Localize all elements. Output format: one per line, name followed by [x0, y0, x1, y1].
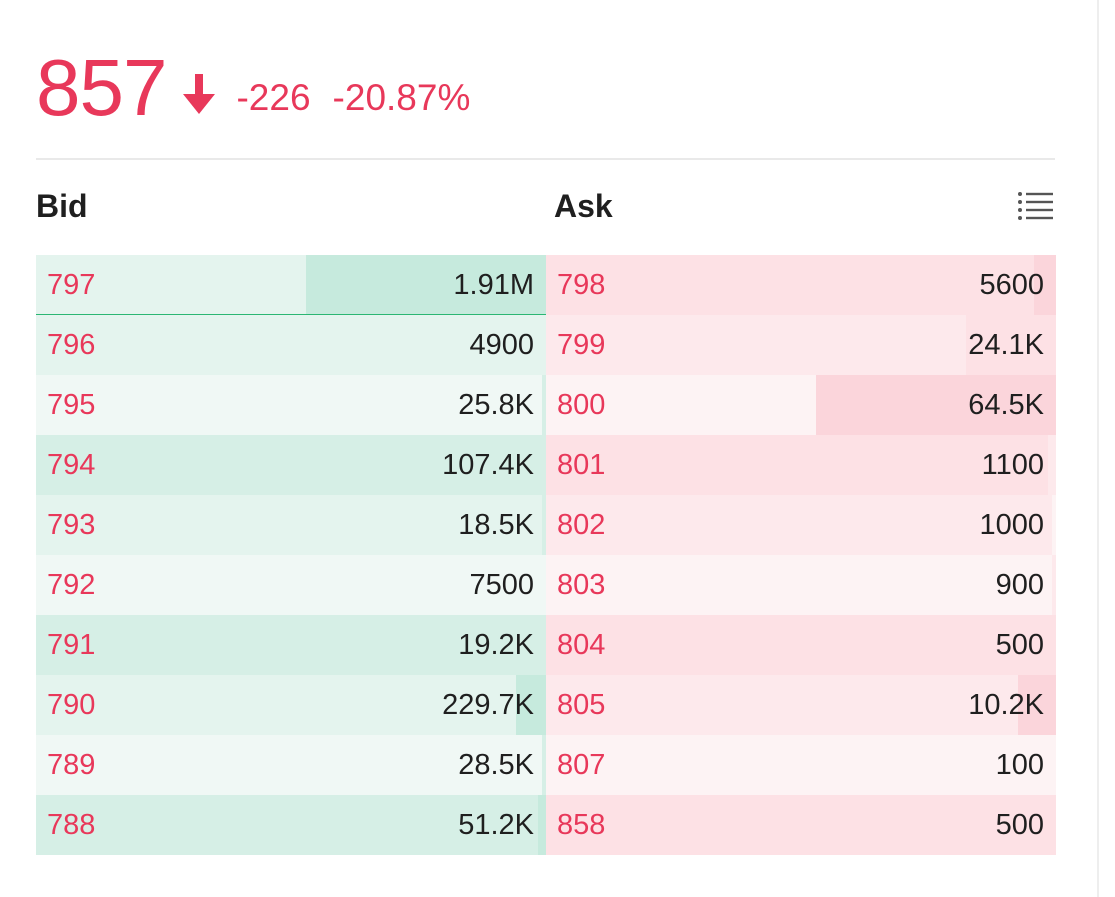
ask-price: 803 — [557, 569, 606, 601]
ask-cell[interactable]: 798 5600 — [546, 255, 1056, 315]
price-change: -226 — [236, 77, 311, 118]
order-book: 797 1.91M 798 5600 796 4900 799 24.1K 795 25.8K 80… — [36, 255, 1056, 855]
bid-price: 796 — [47, 329, 96, 361]
ask-volume: 10.2K — [968, 689, 1044, 721]
bid-volume: 229.7K — [442, 689, 534, 721]
ask-price: 800 — [557, 389, 606, 421]
bid-volume: 7500 — [469, 569, 534, 601]
ask-depth-bar — [1018, 675, 1056, 735]
ask-cell[interactable]: 858 500 — [546, 795, 1056, 855]
ask-cell[interactable]: 800 64.5K — [546, 375, 1056, 435]
bid-cell[interactable]: 793 18.5K — [36, 495, 546, 555]
bid-volume: 28.5K — [458, 749, 534, 781]
order-book-row: 793 18.5K 802 1000 — [36, 495, 1056, 555]
ask-volume: 500 — [995, 809, 1044, 841]
ask-volume: 500 — [995, 629, 1044, 661]
bid-header: Bid — [36, 188, 88, 224]
arrow-down-icon — [183, 74, 216, 114]
ask-price: 858 — [557, 809, 606, 841]
order-book-row: 797 1.91M 798 5600 — [36, 255, 1056, 315]
last-price: 857 — [36, 43, 167, 132]
ask-cell[interactable]: 807 100 — [546, 735, 1056, 795]
ask-depth-bar — [1034, 255, 1056, 315]
ask-cell[interactable]: 801 1100 — [546, 435, 1056, 495]
ask-cell[interactable]: 802 1000 — [546, 495, 1056, 555]
ask-price: 804 — [557, 629, 606, 661]
bid-depth-bar — [516, 675, 546, 735]
order-book-row: 790 229.7K 805 10.2K — [36, 675, 1056, 735]
bid-price: 795 — [47, 389, 96, 421]
order-book-row: 792 7500 803 900 — [36, 555, 1056, 615]
bid-volume: 25.8K — [458, 389, 534, 421]
bid-depth-bar — [306, 255, 546, 315]
bid-cell[interactable]: 792 7500 — [36, 555, 546, 615]
price-change-percent: -20.87% — [332, 77, 471, 118]
bid-price: 793 — [47, 509, 96, 541]
quote-header: 857 -226 -20.87% — [36, 38, 470, 128]
ask-price: 801 — [557, 449, 606, 481]
bid-price: 791 — [47, 629, 96, 661]
bid-cell[interactable]: 789 28.5K — [36, 735, 546, 795]
ask-price: 802 — [557, 509, 606, 541]
order-book-row: 789 28.5K 807 100 — [36, 735, 1056, 795]
ask-price: 799 — [557, 329, 606, 361]
bid-volume: 51.2K — [458, 809, 534, 841]
best-bid-underline — [36, 314, 546, 315]
bid-price: 789 — [47, 749, 96, 781]
ask-volume: 1000 — [979, 509, 1044, 541]
bid-cell[interactable]: 794 107.4K — [36, 435, 546, 495]
ask-volume: 1100 — [981, 449, 1044, 481]
bid-depth-bar — [538, 795, 546, 855]
bid-cell[interactable]: 796 4900 — [36, 315, 546, 375]
ask-depth-bar — [1048, 435, 1056, 495]
bid-volume: 1.91M — [453, 269, 534, 301]
ask-cell[interactable]: 803 900 — [546, 555, 1056, 615]
ask-cell[interactable]: 799 24.1K — [546, 315, 1056, 375]
ask-volume: 64.5K — [968, 389, 1044, 421]
ask-cell[interactable]: 804 500 — [546, 615, 1056, 675]
ask-volume: 5600 — [979, 269, 1044, 301]
bid-cell[interactable]: 788 51.2K — [36, 795, 546, 855]
bid-price: 797 — [47, 269, 96, 301]
panel-edge — [1097, 0, 1099, 897]
bid-depth-bar — [542, 375, 546, 435]
order-book-row: 791 19.2K 804 500 — [36, 615, 1056, 675]
ask-price: 807 — [557, 749, 606, 781]
bid-volume: 18.5K — [458, 509, 534, 541]
bid-price: 790 — [47, 689, 96, 721]
ask-depth-bar — [1052, 495, 1056, 555]
ask-volume: 24.1K — [968, 329, 1044, 361]
bid-depth-bar — [542, 495, 546, 555]
bid-cell[interactable]: 797 1.91M — [36, 255, 546, 315]
order-book-row: 788 51.2K 858 500 — [36, 795, 1056, 855]
ask-depth-bar — [816, 375, 1056, 435]
bid-volume: 19.2K — [458, 629, 534, 661]
ask-header: Ask — [554, 188, 613, 224]
bid-price: 788 — [47, 809, 96, 841]
list-icon[interactable] — [1016, 190, 1054, 220]
ask-volume: 900 — [995, 569, 1044, 601]
order-book-row: 796 4900 799 24.1K — [36, 315, 1056, 375]
order-book-row: 795 25.8K 800 64.5K — [36, 375, 1056, 435]
bid-cell[interactable]: 790 229.7K — [36, 675, 546, 735]
ask-price: 805 — [557, 689, 606, 721]
ask-price: 798 — [557, 269, 606, 301]
ask-cell[interactable]: 805 10.2K — [546, 675, 1056, 735]
bid-cell[interactable]: 795 25.8K — [36, 375, 546, 435]
order-book-row: 794 107.4K 801 1100 — [36, 435, 1056, 495]
bid-volume: 107.4K — [442, 449, 534, 481]
bid-volume: 4900 — [469, 329, 534, 361]
bid-depth-bar — [542, 735, 546, 795]
header-divider — [36, 158, 1055, 160]
bid-cell[interactable]: 791 19.2K — [36, 615, 546, 675]
ask-depth-bar — [1052, 555, 1056, 615]
ask-volume: 100 — [995, 749, 1044, 781]
bid-price: 794 — [47, 449, 96, 481]
ask-depth-bar — [966, 315, 1056, 375]
bid-price: 792 — [47, 569, 96, 601]
